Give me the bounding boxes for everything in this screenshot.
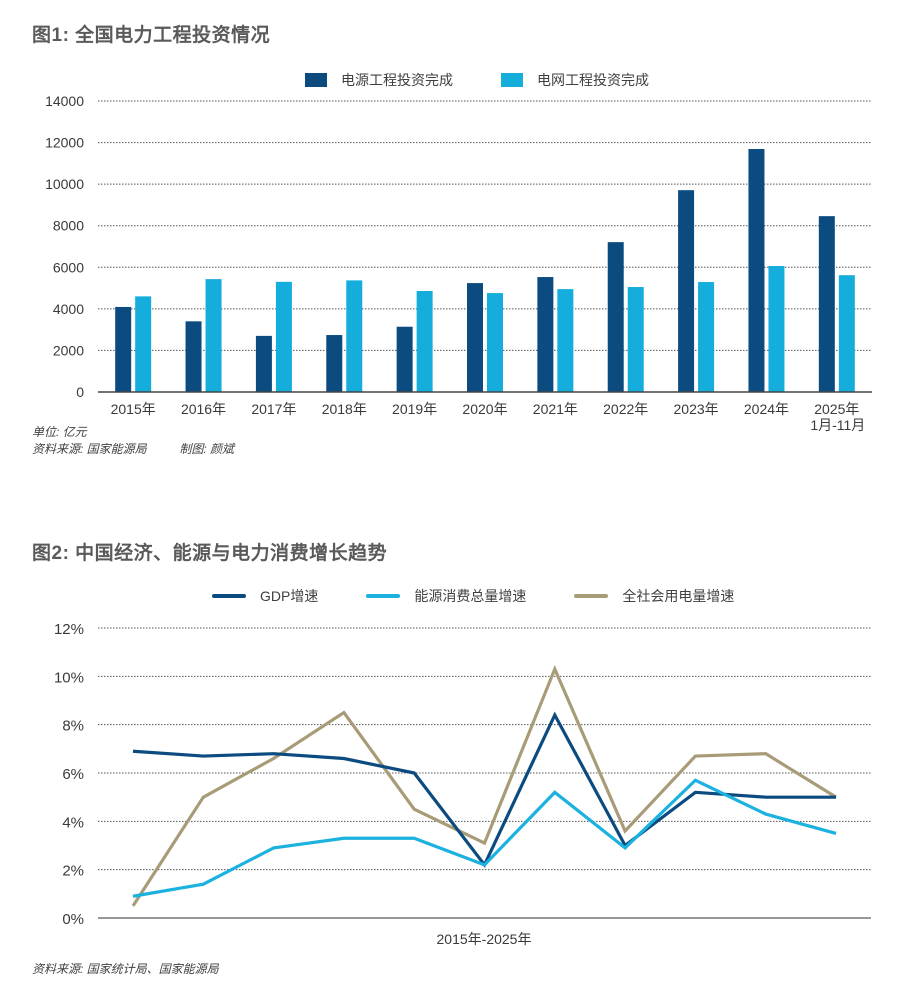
x-tick-sublabel: 1月-11月: [810, 417, 865, 433]
bar: [768, 266, 785, 392]
chart2-legend: GDP增速 能源消费总量增速 全社会用电量增速: [212, 586, 782, 606]
bar: [487, 293, 503, 392]
bar: [627, 287, 644, 392]
chart1-legend: 电源工程投资完成 电网工程投资完成: [305, 70, 697, 90]
legend-swatch-energy: [366, 594, 401, 598]
series-line: [132, 778, 837, 898]
legend-item-gdp: GDP增速: [212, 586, 318, 606]
y-tick-label: 2%: [62, 863, 84, 880]
chart1-title: 图1: 全国电力工程投资情况: [32, 25, 271, 46]
bar: [275, 281, 292, 392]
bar: [818, 216, 835, 392]
x-tick-label: 2015年: [111, 401, 156, 417]
legend-label-electricity: 全社会用电量增速: [622, 588, 735, 604]
x-tick-label: 2016年: [181, 401, 226, 417]
legend-item-grid: 电网工程投资完成: [501, 70, 649, 90]
bar: [467, 283, 483, 392]
legend-label-gdp: GDP增速: [260, 588, 319, 604]
chart1-notes: 单位: 亿元 资料来源: 国家能源局 制图: 颜斌: [32, 424, 234, 458]
bar: [396, 326, 413, 392]
bar: [135, 296, 152, 392]
series-line: [131, 664, 837, 907]
legend-item-power-source: 电源工程投资完成: [305, 70, 453, 90]
legend-item-energy: 能源消费总量增速: [366, 586, 526, 606]
bar: [416, 290, 433, 392]
bar: [346, 280, 363, 392]
y-tick-label: 6%: [62, 766, 84, 783]
bar: [537, 277, 554, 392]
x-tick-label: 2025年: [814, 401, 859, 417]
chart1-source-note: 资料来源: 国家能源局: [32, 442, 147, 456]
y-tick-label: 10%: [54, 669, 84, 686]
bar: [326, 335, 343, 392]
legend-label-power-source: 电源工程投资完成: [341, 72, 453, 88]
y-tick-label: 6000: [53, 259, 84, 275]
x-tick-label: 2018年: [322, 401, 367, 417]
bar: [115, 306, 132, 392]
y-tick-label: 0: [76, 384, 84, 400]
bar: [838, 275, 855, 392]
y-tick-label: 12000: [45, 135, 84, 151]
y-tick-label: 2000: [53, 342, 84, 358]
y-tick-label: 0%: [62, 911, 84, 928]
y-tick-label: 14000: [45, 93, 84, 109]
chart1-author-note: 制图: 颜斌: [179, 442, 235, 456]
y-tick-label: 4000: [53, 301, 84, 317]
y-tick-label: 8%: [62, 718, 84, 735]
y-tick-label: 4%: [62, 814, 84, 831]
y-tick-label: 12%: [54, 621, 84, 638]
bar: [748, 149, 765, 392]
y-tick-label: 8000: [53, 218, 84, 234]
chart1-unit-note: 单位: 亿元: [32, 425, 87, 439]
x-axis-label: 2015年-2025年: [437, 931, 532, 947]
bar: [698, 282, 715, 392]
legend-swatch-electricity: [574, 594, 609, 598]
bar: [185, 321, 202, 392]
x-tick-label: 2023年: [674, 401, 719, 417]
legend-label-grid: 电网工程投资完成: [537, 72, 649, 88]
x-tick-label: 2017年: [251, 401, 296, 417]
bar: [607, 242, 624, 392]
legend-swatch-grid: [501, 73, 523, 87]
bar: [205, 279, 222, 392]
x-tick-label: 2021年: [533, 401, 578, 417]
chart1-plot: 0 2000 4000 6000 8000 10000 12000 14000 2015年 201…: [45, 93, 872, 433]
y-tick-label: 10000: [45, 176, 84, 192]
chart2-title: 图2: 中国经济、能源与电力消费增长趋势: [32, 543, 388, 564]
bar: [557, 289, 574, 392]
x-tick-label: 2019年: [392, 401, 437, 417]
legend-label-energy: 能源消费总量增速: [414, 588, 527, 604]
x-tick-label: 2020年: [462, 401, 507, 417]
x-tick-label: 2024年: [744, 401, 789, 417]
legend-swatch-power-source: [305, 73, 327, 87]
chart2-source-note: 资料来源: 国家统计局、国家能源局: [32, 962, 219, 976]
bar: [678, 190, 695, 392]
legend-swatch-gdp: [212, 594, 246, 598]
bar: [255, 335, 272, 392]
legend-item-electricity: 全社会用电量增速: [574, 586, 734, 606]
x-tick-label: 2022年: [603, 401, 648, 417]
